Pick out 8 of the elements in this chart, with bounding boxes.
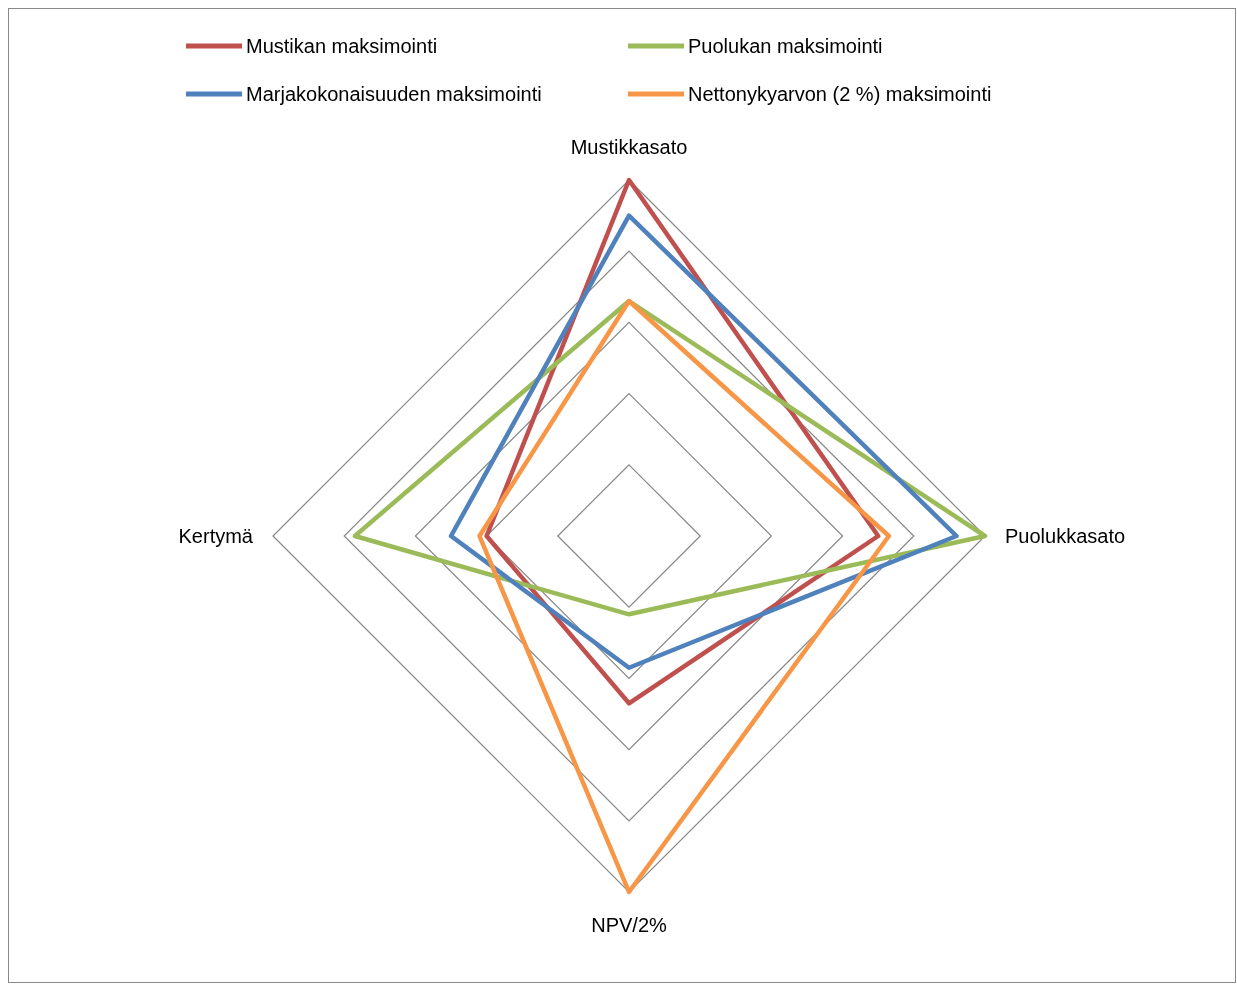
- spoke-label: Mustikkasato: [570, 136, 688, 158]
- spoke-label: Puolukkasato: [1005, 525, 1126, 547]
- legend-label: Mustikan maksimointi: [246, 35, 438, 57]
- legend-label: Marjakokonaisuuden maksimointi: [246, 83, 542, 105]
- spoke-label: NPV/2%: [591, 914, 668, 936]
- spoke-label: Kertymä: [178, 525, 254, 547]
- legend-label: Puolukan maksimointi: [688, 35, 883, 57]
- legend-label: Nettonykyarvon (2 %) maksimointi: [688, 83, 992, 105]
